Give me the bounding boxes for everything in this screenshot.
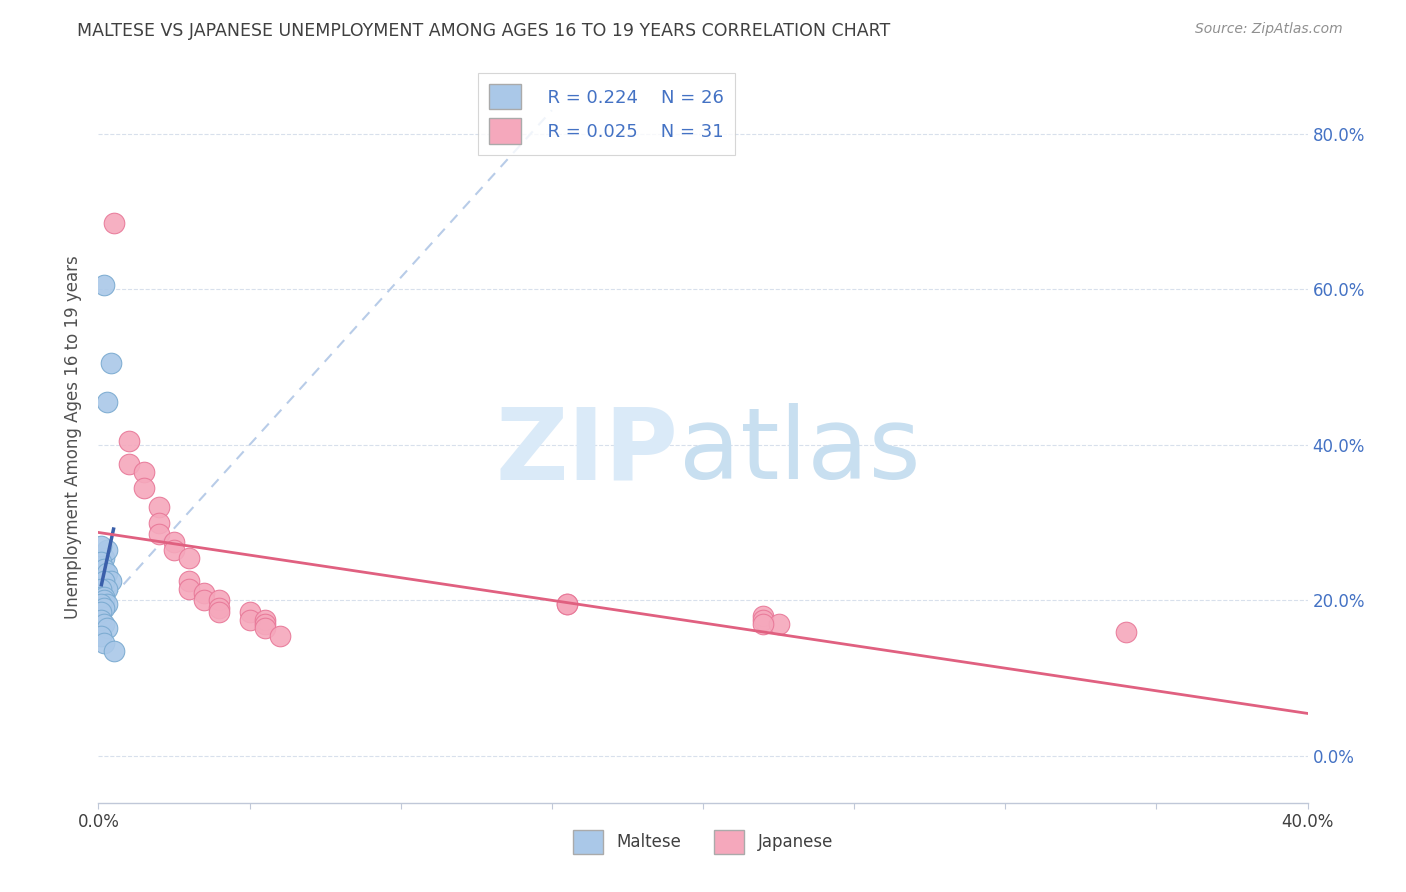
Point <box>118 434 141 448</box>
Text: Source: ZipAtlas.com: Source: ZipAtlas.com <box>1195 22 1343 37</box>
Point <box>148 500 170 515</box>
Text: ZIP: ZIP <box>496 403 679 500</box>
Point <box>93 616 115 631</box>
Point <box>208 593 231 607</box>
Point <box>100 356 122 370</box>
Point <box>96 395 118 409</box>
Point <box>132 481 155 495</box>
Y-axis label: Unemployment Among Ages 16 to 19 years: Unemployment Among Ages 16 to 19 years <box>65 255 83 619</box>
Point <box>752 616 775 631</box>
Point <box>90 605 112 619</box>
Point <box>90 628 112 642</box>
Point <box>93 574 115 588</box>
Point <box>179 574 201 588</box>
Point <box>253 621 276 635</box>
Point <box>555 598 578 612</box>
Point <box>96 621 118 635</box>
Point <box>132 465 155 479</box>
Text: MALTESE VS JAPANESE UNEMPLOYMENT AMONG AGES 16 TO 19 YEARS CORRELATION CHART: MALTESE VS JAPANESE UNEMPLOYMENT AMONG A… <box>77 22 890 40</box>
Point <box>90 613 112 627</box>
Point <box>96 582 118 596</box>
Point <box>208 601 231 615</box>
Point <box>269 628 291 642</box>
Point <box>96 598 118 612</box>
Point <box>163 542 186 557</box>
Point <box>96 566 118 581</box>
Point <box>93 601 115 615</box>
Point <box>100 574 122 588</box>
Point <box>93 562 115 576</box>
Point <box>193 593 215 607</box>
Point <box>239 613 262 627</box>
Point <box>768 616 790 631</box>
Point <box>93 593 115 607</box>
Point <box>148 516 170 530</box>
Point <box>103 216 125 230</box>
Point <box>148 527 170 541</box>
Point <box>752 613 775 627</box>
Point <box>253 613 276 627</box>
Point <box>555 598 578 612</box>
Point <box>163 535 186 549</box>
Point <box>93 590 115 604</box>
Point <box>179 550 201 565</box>
Point <box>239 605 262 619</box>
Point <box>90 582 112 596</box>
Legend: Maltese, Japanese: Maltese, Japanese <box>567 823 839 860</box>
Point <box>96 542 118 557</box>
Point <box>93 278 115 293</box>
Text: atlas: atlas <box>679 403 921 500</box>
Point <box>93 636 115 650</box>
Point <box>90 598 112 612</box>
Point <box>90 590 112 604</box>
Point <box>752 609 775 624</box>
Point <box>179 582 201 596</box>
Point <box>1115 624 1137 639</box>
Point <box>90 555 112 569</box>
Point <box>90 539 112 553</box>
Point <box>253 616 276 631</box>
Point <box>208 605 231 619</box>
Point <box>93 550 115 565</box>
Point <box>118 458 141 472</box>
Point <box>193 585 215 599</box>
Point <box>103 644 125 658</box>
